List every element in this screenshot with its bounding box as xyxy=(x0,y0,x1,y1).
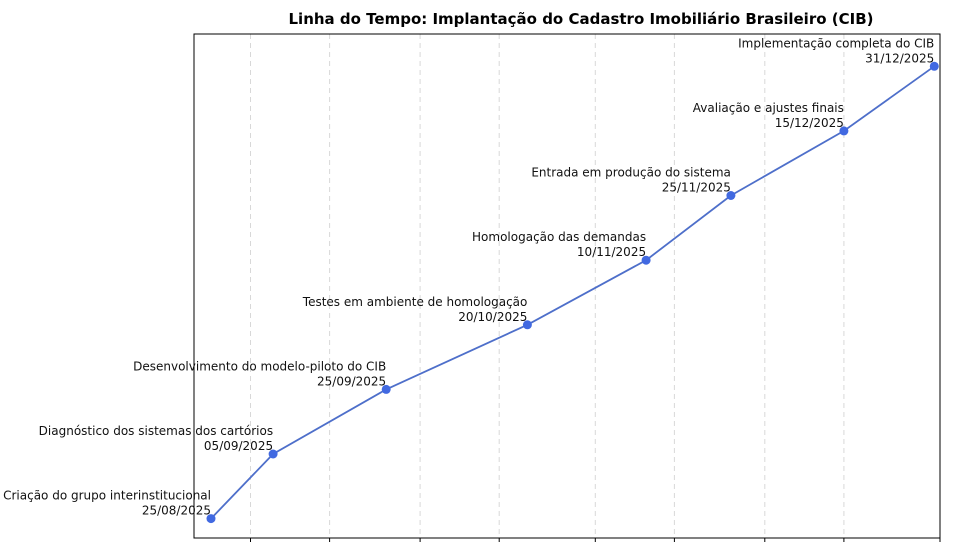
event-label-3: Testes em ambiente de homologação xyxy=(302,295,528,309)
event-date-2: 25/09/2025 xyxy=(317,374,386,388)
event-date-4: 10/11/2025 xyxy=(577,245,646,259)
event-label-6: Avaliação e ajustes finais xyxy=(693,101,844,115)
event-date-3: 20/10/2025 xyxy=(458,310,527,324)
data-point-1 xyxy=(268,449,278,459)
plot-frame xyxy=(193,33,941,539)
event-label-7: Implementação completa do CIB xyxy=(738,36,934,50)
event-label-4: Homologação das demandas xyxy=(472,230,646,244)
event-date-0: 25/08/2025 xyxy=(142,504,211,518)
event-date-1: 05/09/2025 xyxy=(204,439,273,453)
data-point-6 xyxy=(839,126,849,136)
data-point-3 xyxy=(522,320,532,330)
data-point-7 xyxy=(929,61,939,71)
data-point-4 xyxy=(641,255,651,265)
event-date-5: 25/11/2025 xyxy=(662,181,731,195)
event-label-1: Diagnóstico dos sistemas dos cartórios xyxy=(39,424,273,438)
event-label-0: Criação do grupo interinstitucional xyxy=(3,489,211,503)
event-date-6: 15/12/2025 xyxy=(775,116,844,130)
event-label-2: Desenvolvimento do modelo-piloto do CIB xyxy=(133,359,386,373)
data-point-0 xyxy=(206,514,216,524)
chart-title: Linha do Tempo: Implantação do Cadastro … xyxy=(289,10,874,28)
event-date-7: 31/12/2025 xyxy=(865,51,934,65)
event-label-5: Entrada em produção do sistema xyxy=(531,166,731,180)
x-axis-ticks xyxy=(250,538,941,543)
series-line xyxy=(210,65,935,520)
point-labels: Criação do grupo interinstitucional25/08… xyxy=(3,36,934,517)
series-timeline xyxy=(206,61,939,524)
data-point-2 xyxy=(381,384,391,394)
data-point-5 xyxy=(726,191,736,200)
